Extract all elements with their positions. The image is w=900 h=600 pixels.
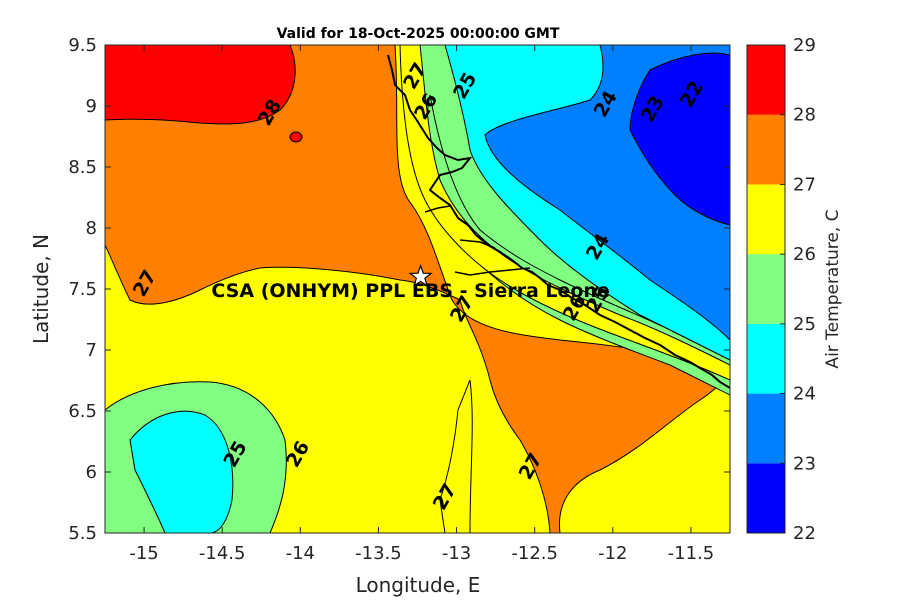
y-tick-label: 6.5 xyxy=(68,401,97,422)
x-tick-label: -12.5 xyxy=(511,543,558,564)
fill-26-south-strip xyxy=(439,379,473,533)
x-axis-ticks: -15 -14.5 -14 -13.5 -13 -12.5 -12 -11.5 xyxy=(129,45,714,564)
y-tick-label: 9.5 xyxy=(68,35,97,56)
colorbar-tick-label: 22 xyxy=(793,523,816,544)
y-tick-label: 7 xyxy=(86,340,97,361)
y-axis-ticks: 5.5 6 6.5 7 7.5 8 8.5 9 9.5 xyxy=(68,35,730,544)
site-label: CSA (ONHYM) PPL EBS - Sierra Leone xyxy=(211,280,609,302)
fill-28-spot xyxy=(289,131,303,143)
colorbar-segment xyxy=(747,254,785,324)
colorbar-segment xyxy=(747,184,785,255)
x-tick-label: -15 xyxy=(129,543,158,564)
colorbar-tick-label: 27 xyxy=(793,174,816,195)
y-tick-label: 8 xyxy=(86,218,97,239)
x-tick-label: -14 xyxy=(286,543,315,564)
colorbar-segment xyxy=(747,323,785,394)
y-axis-title: Latitude, N xyxy=(29,234,53,344)
x-axis-title: Longitude, E xyxy=(356,573,481,597)
contour-fill-layer xyxy=(105,45,730,533)
x-tick-label: -12 xyxy=(598,543,627,564)
fill-27-north xyxy=(105,45,730,533)
colorbar-tick-label: 26 xyxy=(793,244,816,265)
colorbar-segment xyxy=(747,463,785,533)
colorbar-tick-label: 25 xyxy=(793,314,816,335)
fill-26-coastal-strip xyxy=(399,45,730,381)
fill-27-south-tongue xyxy=(558,371,730,533)
coastline-spur xyxy=(424,205,531,276)
colorbar-tick-label: 29 xyxy=(793,35,816,56)
colorbar-segment xyxy=(747,45,785,115)
colorbar-segment xyxy=(747,393,785,464)
y-tick-label: 7.5 xyxy=(68,279,97,300)
y-tick-label: 9 xyxy=(86,96,97,117)
x-tick-label: -13 xyxy=(442,543,471,564)
colorbar: 22 23 24 25 26 27 28 29 xyxy=(746,35,816,544)
fill-28-nw xyxy=(105,45,296,125)
fill-22-region xyxy=(629,52,730,226)
y-tick-label: 8.5 xyxy=(68,157,97,178)
colorbar-segment xyxy=(747,114,785,185)
x-tick-label: -11.5 xyxy=(668,543,715,564)
fill-24-sw xyxy=(129,410,234,533)
colorbar-tick-label: 24 xyxy=(793,384,816,405)
colorbar-tick-label: 28 xyxy=(793,105,816,126)
x-tick-label: -14.5 xyxy=(199,543,246,564)
colorbar-tick-label: 23 xyxy=(793,453,816,474)
chart-title: Valid for 18-Oct-2025 00:00:00 GMT xyxy=(277,26,560,42)
x-tick-label: -13.5 xyxy=(355,543,402,564)
colorbar-title: Air Temperature, C xyxy=(823,209,843,368)
y-tick-label: 5.5 xyxy=(68,523,97,544)
site-star-marker xyxy=(408,264,433,288)
colorbar-frame xyxy=(746,44,786,534)
y-tick-label: 6 xyxy=(86,462,97,483)
